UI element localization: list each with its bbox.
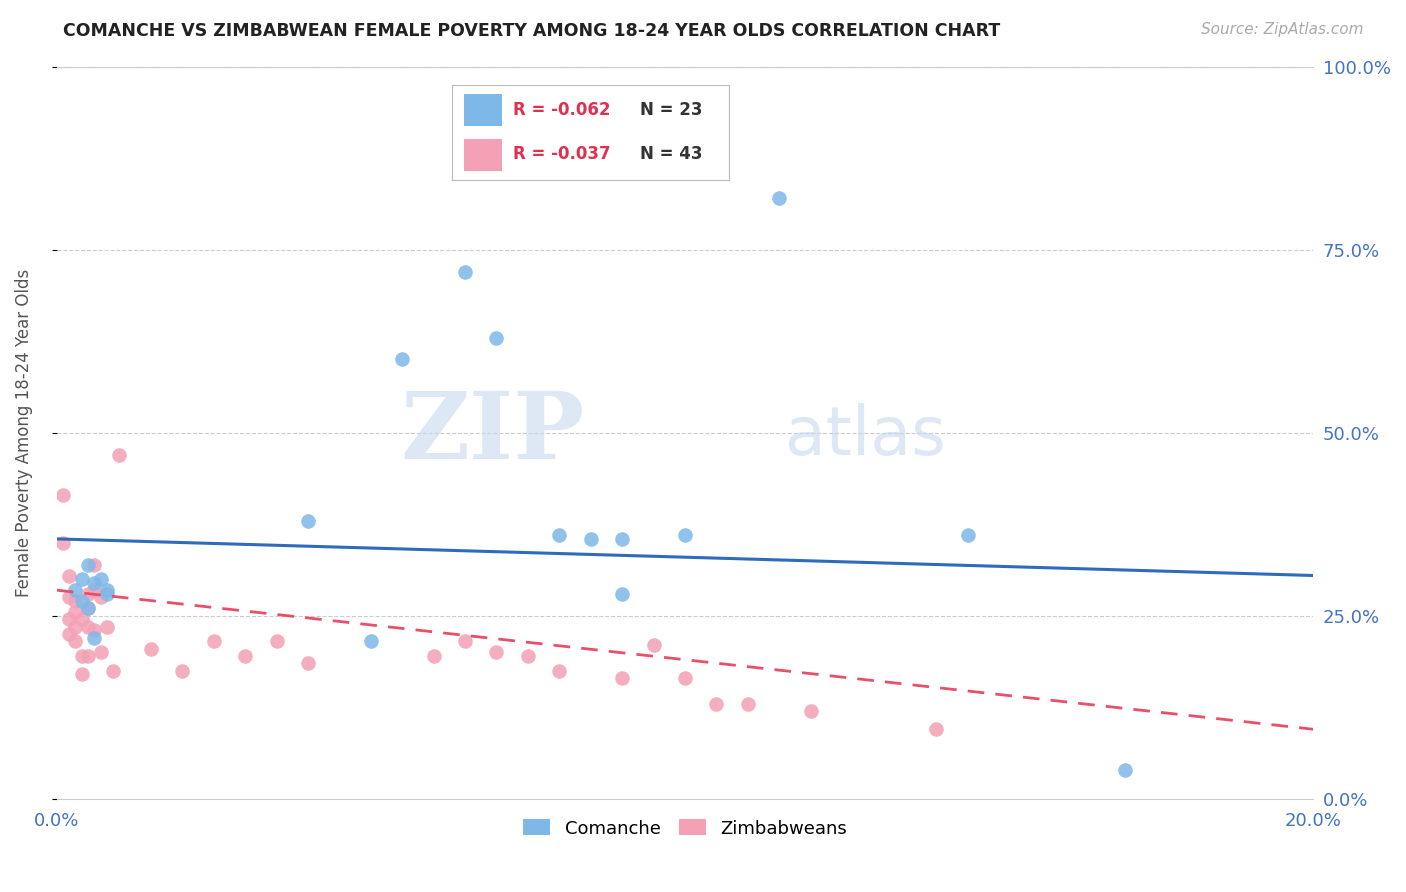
Text: Source: ZipAtlas.com: Source: ZipAtlas.com (1201, 22, 1364, 37)
Point (70, 612, 93, 626)
Point (70, 594, 93, 608)
Point (96, 587, 118, 601)
Point (516, 648, 538, 663)
Point (70, 648, 93, 663)
Point (58, 627, 80, 641)
Point (706, 697, 728, 711)
Point (202, 634, 225, 648)
Point (65, 620, 87, 634)
Point (58, 612, 80, 626)
Point (65, 583, 87, 598)
Point (65, 605, 87, 619)
Point (70, 572, 93, 586)
Text: COMANCHE VS ZIMBABWEAN FEMALE POVERTY AMONG 18-24 YEAR OLDS CORRELATION CHART: COMANCHE VS ZIMBABWEAN FEMALE POVERTY AM… (63, 22, 1001, 40)
Point (83, 575, 105, 590)
Point (956, 528, 979, 542)
Point (737, 697, 759, 711)
Point (52, 488, 75, 502)
Point (58, 591, 80, 605)
Point (52, 535, 75, 549)
Point (96, 620, 118, 634)
Point (83, 583, 105, 598)
Point (58, 568, 80, 582)
Point (610, 587, 633, 601)
Point (297, 657, 319, 671)
Point (101, 664, 124, 678)
Point (77, 587, 100, 601)
Point (77, 620, 100, 634)
Point (643, 638, 665, 652)
Point (1114, 763, 1136, 777)
Point (297, 514, 319, 528)
Point (83, 624, 105, 638)
Point (360, 634, 382, 648)
Point (800, 704, 823, 718)
Point (266, 634, 288, 648)
Point (454, 634, 477, 648)
Point (391, 352, 413, 367)
Point (90, 572, 112, 586)
Point (579, 532, 602, 546)
Point (77, 601, 100, 615)
Point (70, 667, 93, 681)
Legend: Comanche, Zimbabweans: Comanche, Zimbabweans (516, 812, 853, 845)
Point (96, 583, 118, 598)
Point (233, 648, 256, 663)
Point (172, 664, 194, 678)
Point (548, 664, 571, 678)
Point (90, 645, 112, 659)
Point (454, 265, 477, 279)
Text: atlas: atlas (786, 403, 946, 469)
Point (673, 671, 696, 685)
Point (139, 641, 162, 656)
Point (65, 634, 87, 648)
Point (83, 631, 105, 645)
Point (768, 191, 790, 205)
Point (485, 645, 508, 659)
Point (83, 558, 105, 572)
Point (77, 648, 100, 663)
Point (77, 601, 100, 615)
Point (548, 528, 571, 542)
Text: ZIP: ZIP (401, 388, 585, 478)
Point (108, 448, 131, 462)
Point (65, 594, 87, 608)
Point (673, 528, 696, 542)
Point (610, 532, 633, 546)
Point (485, 330, 508, 344)
Point (925, 723, 948, 737)
Point (610, 671, 633, 685)
Y-axis label: Female Poverty Among 18-24 Year Olds: Female Poverty Among 18-24 Year Olds (15, 268, 32, 597)
Point (422, 648, 444, 663)
Point (77, 558, 100, 572)
Point (90, 591, 112, 605)
